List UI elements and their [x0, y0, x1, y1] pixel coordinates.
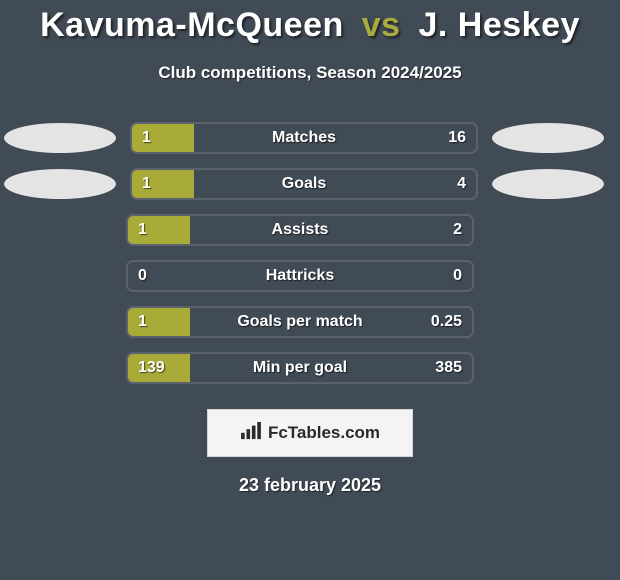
player1-marker	[4, 123, 116, 153]
stats-rows: 1Matches16 1Goals4 1Assists2 0Hattricks0 1Go…	[0, 115, 620, 391]
comparison-card: Kavuma-McQueen vs J. Heskey Club competi…	[0, 0, 620, 580]
stat-left-value: 0	[138, 262, 147, 290]
seg-left	[128, 216, 190, 244]
stat-bar: 0Hattricks0	[126, 260, 474, 292]
subtitle: Club competitions, Season 2024/2025	[0, 63, 620, 83]
stat-right-value: 2	[453, 216, 462, 244]
player2-marker	[492, 169, 604, 199]
date: 23 february 2025	[0, 475, 620, 496]
title-player1: Kavuma-McQueen	[40, 6, 344, 44]
stat-right-value: 0.25	[431, 308, 462, 336]
stat-right-value: 16	[448, 124, 466, 152]
stat-right-value: 385	[435, 354, 462, 382]
footer-site: FcTables.com	[268, 423, 380, 443]
stat-row: 1Goals4	[0, 161, 620, 207]
chart-icon	[240, 422, 262, 445]
footer-badge[interactable]: FcTables.com	[207, 409, 413, 457]
stat-row: 1Assists2	[0, 207, 620, 253]
seg-left	[132, 124, 194, 152]
stat-row: 1Matches16	[0, 115, 620, 161]
title-vs: vs	[362, 6, 401, 44]
stat-right-value: 4	[457, 170, 466, 198]
player1-marker	[4, 169, 116, 199]
stat-bar: 1Goals4	[130, 168, 478, 200]
seg-left	[128, 354, 190, 382]
stat-bar: 1Matches16	[130, 122, 478, 154]
stat-label: Hattricks	[128, 262, 472, 290]
title: Kavuma-McQueen vs J. Heskey	[0, 6, 620, 45]
seg-left	[132, 170, 194, 198]
stat-bar: 1Assists2	[126, 214, 474, 246]
title-player2: J. Heskey	[418, 6, 579, 44]
stat-row: 0Hattricks0	[0, 253, 620, 299]
player2-marker	[492, 123, 604, 153]
stat-bar: 139Min per goal385	[126, 352, 474, 384]
stat-right-value: 0	[453, 262, 462, 290]
stat-bar: 1Goals per match0.25	[126, 306, 474, 338]
seg-left	[128, 308, 190, 336]
stat-row: 1Goals per match0.25	[0, 299, 620, 345]
stat-row: 139Min per goal385	[0, 345, 620, 391]
